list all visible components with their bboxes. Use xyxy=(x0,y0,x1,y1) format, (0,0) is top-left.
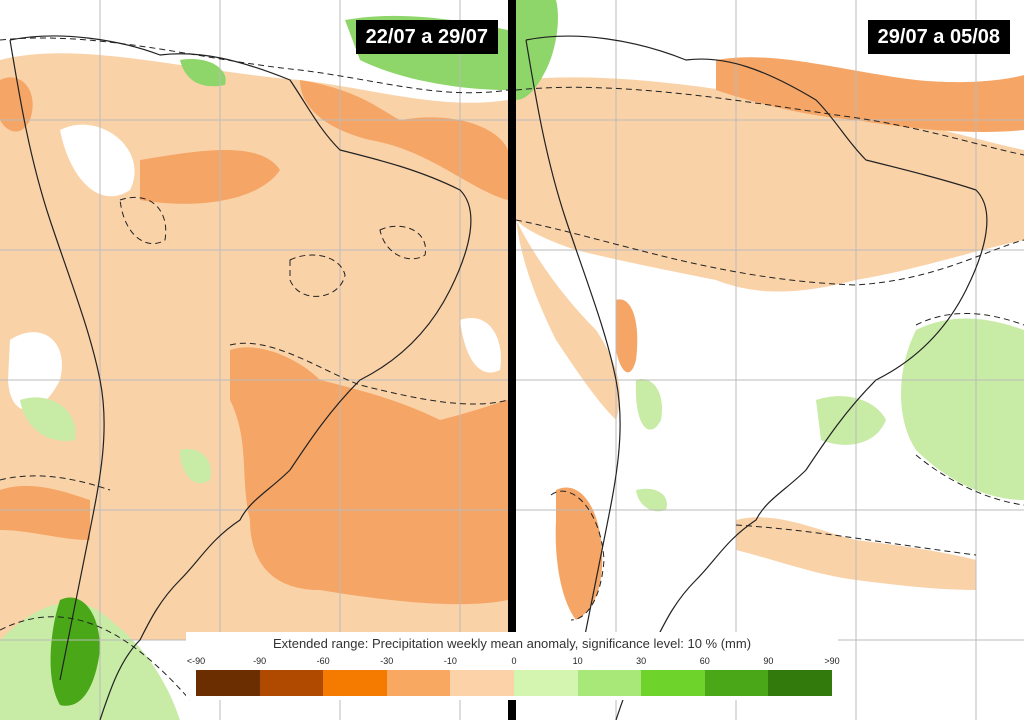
anomaly-mid-negative xyxy=(140,150,280,204)
legend-swatch xyxy=(259,670,324,696)
period-label-week1: 22/07 a 29/07 xyxy=(355,20,498,54)
precipitation-anomaly-map-week1 xyxy=(0,0,508,720)
legend-swatch xyxy=(196,670,260,696)
anomaly-positive xyxy=(516,0,558,100)
anomaly-mid-negative xyxy=(555,487,603,620)
period-label-week2: 29/07 a 05/08 xyxy=(867,20,1010,54)
legend-swatch xyxy=(577,670,642,696)
legend-swatch xyxy=(450,670,514,696)
anomaly-positive xyxy=(20,397,76,441)
anomaly-positive xyxy=(180,449,211,484)
legend-ticks: <-90 -90 -60 -30 -10 0 10 30 60 90 >90 xyxy=(186,656,840,670)
color-legend: Extended range: Precipitation weekly mea… xyxy=(186,632,840,700)
anomaly-gap xyxy=(460,318,501,373)
anomaly-gap xyxy=(60,124,135,197)
anomaly-light-negative xyxy=(516,77,1024,292)
map-panel-week2: 29/07 a 05/08 xyxy=(516,0,1024,720)
anomaly-mid-negative xyxy=(230,347,508,605)
legend-tick-label: -60 xyxy=(316,656,330,666)
precipitation-anomaly-map-week2 xyxy=(516,0,1024,720)
legend-tick-label: >90 xyxy=(824,656,840,666)
legend-tick-label: <-90 xyxy=(186,656,206,666)
legend-color-bar xyxy=(196,670,832,696)
gridlines xyxy=(516,0,1024,720)
legend-title: Extended range: Precipitation weekly mea… xyxy=(272,636,752,651)
legend-swatch xyxy=(641,670,705,696)
legend-swatch xyxy=(704,670,769,696)
anomaly-positive xyxy=(180,59,226,87)
anomaly-gap xyxy=(8,332,62,410)
anomaly-mid-negative xyxy=(0,77,33,132)
legend-tick-label: 90 xyxy=(763,656,774,666)
anomaly-strong-positive xyxy=(50,597,100,706)
legend-swatch xyxy=(513,670,578,696)
anomaly-mid-negative xyxy=(0,485,90,540)
legend-swatch xyxy=(768,670,832,696)
coastline xyxy=(9,35,472,720)
significance-contours xyxy=(0,37,508,701)
legend-tick-label: -30 xyxy=(380,656,394,666)
anomaly-positive xyxy=(816,396,886,445)
legend-tick-label: 10 xyxy=(572,656,583,666)
anomaly-positive xyxy=(635,379,662,430)
coastline xyxy=(525,35,988,720)
legend-tick-label: -90 xyxy=(253,656,267,666)
legend-swatch xyxy=(386,670,451,696)
legend-swatch xyxy=(323,670,387,696)
legend-tick-label: -10 xyxy=(443,656,457,666)
anomaly-positive xyxy=(636,488,667,512)
legend-tick-label: 0 xyxy=(511,656,517,666)
map-panel-week1: 22/07 a 29/07 xyxy=(0,0,508,720)
anomaly-mid-negative xyxy=(300,80,508,200)
anomaly-light-negative xyxy=(516,220,620,420)
significance-contours xyxy=(516,86,1024,621)
anomaly-positive xyxy=(901,318,1024,500)
anomaly-mid-negative xyxy=(616,299,638,373)
anomaly-mid-negative xyxy=(716,57,1024,132)
legend-tick-label: 30 xyxy=(636,656,647,666)
legend-tick-label: 60 xyxy=(699,656,710,666)
